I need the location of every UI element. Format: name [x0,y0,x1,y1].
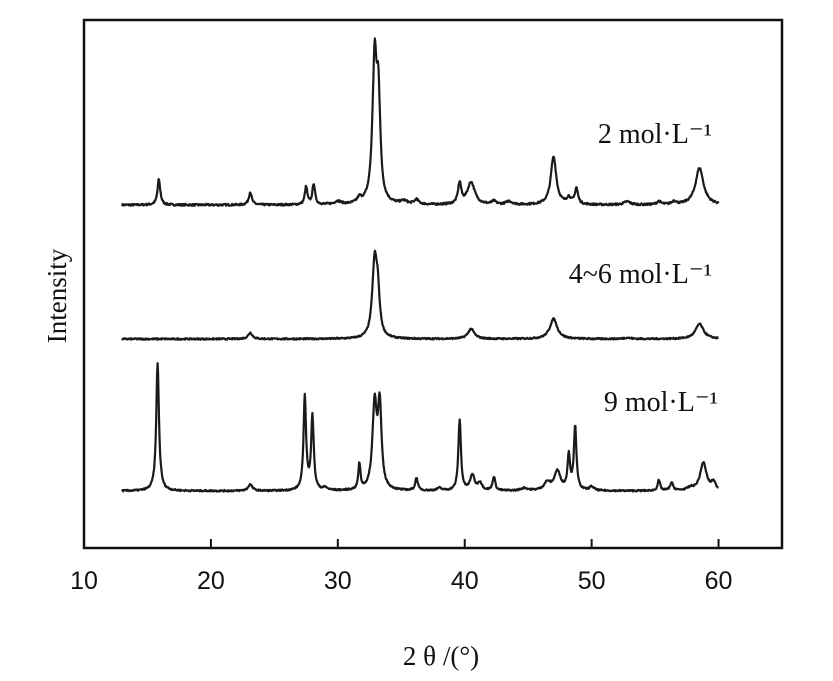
x-axis-label: 2 θ /(°) [403,641,479,671]
plot-area [82,18,784,550]
series-line [121,362,720,493]
x-tick-label: 60 [705,567,733,595]
series-line [121,249,720,341]
series-labels: 2 mol·L⁻¹ 4~6 mol·L⁻¹ 9 mol·L⁻¹ [569,119,718,418]
series-group [121,37,720,493]
x-tick-label: 20 [197,567,225,595]
y-axis-label: Intensity [42,248,72,343]
x-axis-ticks: 10 20 30 40 50 60 [70,539,732,595]
x-tick-label: 10 [70,567,98,595]
series-label: 4~6 mol·L⁻¹ [569,259,712,290]
series-line [121,37,720,207]
plot-frame [82,18,784,550]
x-tick-label: 40 [451,567,479,595]
series-label: 9 mol·L⁻¹ [604,387,718,418]
x-tick-label: 30 [324,567,352,595]
series-label: 2 mol·L⁻¹ [598,119,712,150]
x-tick-label: 50 [578,567,606,595]
